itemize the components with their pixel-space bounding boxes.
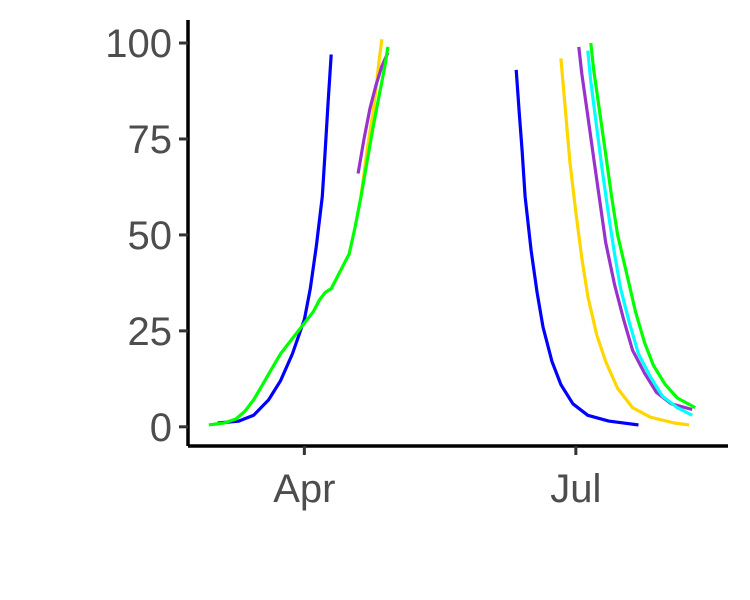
- series-line-9: [589, 42, 696, 410]
- y-ticks: 0 25 50 75 100: [105, 22, 188, 450]
- series-line-6: [577, 46, 693, 412]
- x-tick-label: Jul: [550, 467, 601, 511]
- series-layer: [208, 38, 696, 427]
- y-tick-label: 50: [128, 214, 173, 258]
- x-tick-label: Apr: [273, 467, 335, 511]
- x-ticks: Apr Jul: [273, 446, 601, 511]
- y-tick-label: 75: [128, 118, 173, 162]
- axes-layer: [186, 20, 728, 448]
- series-line-8: [208, 46, 390, 427]
- series-line-5: [356, 51, 390, 174]
- series-line-3: [359, 38, 384, 197]
- series-line-1: [217, 54, 333, 425]
- y-tick-label: 100: [105, 22, 172, 66]
- y-tick-label: 0: [150, 406, 172, 450]
- series-line-4: [559, 58, 690, 427]
- series-line-7: [586, 50, 693, 417]
- y-tick-label: 25: [128, 310, 173, 354]
- series-line-2: [514, 69, 639, 427]
